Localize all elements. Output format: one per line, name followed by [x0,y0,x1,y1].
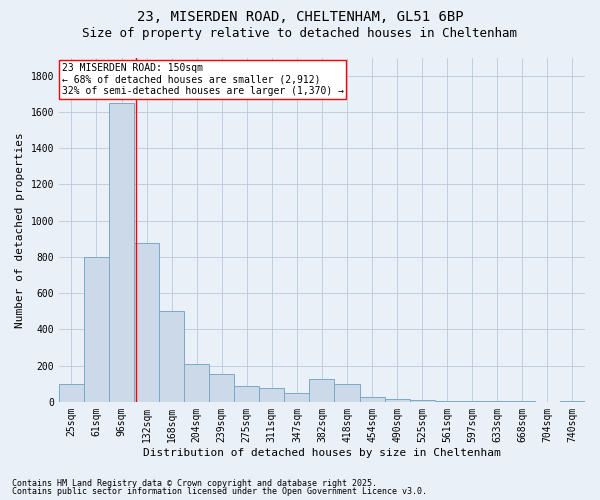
X-axis label: Distribution of detached houses by size in Cheltenham: Distribution of detached houses by size … [143,448,501,458]
Y-axis label: Number of detached properties: Number of detached properties [15,132,25,328]
Text: Contains HM Land Registry data © Crown copyright and database right 2025.: Contains HM Land Registry data © Crown c… [12,478,377,488]
Bar [134,244,159,402]
Bar [159,311,184,402]
Text: Size of property relative to detached houses in Cheltenham: Size of property relative to detached ho… [83,28,517,40]
Bar [359,398,385,402]
Bar [84,257,109,402]
Bar [434,401,460,402]
Text: Contains public sector information licensed under the Open Government Licence v3: Contains public sector information licen… [12,487,427,496]
Text: 23 MISERDEN ROAD: 150sqm
← 68% of detached houses are smaller (2,912)
32% of sem: 23 MISERDEN ROAD: 150sqm ← 68% of detach… [62,62,344,96]
Bar [334,384,359,402]
Bar [385,399,410,402]
Bar [209,374,234,402]
Text: 23, MISERDEN ROAD, CHELTENHAM, GL51 6BP: 23, MISERDEN ROAD, CHELTENHAM, GL51 6BP [137,10,463,24]
Bar [184,364,209,402]
Bar [410,400,434,402]
Bar [234,386,259,402]
Bar [109,103,134,402]
Bar [284,393,310,402]
Bar [59,384,84,402]
Bar [259,388,284,402]
Bar [310,379,334,402]
